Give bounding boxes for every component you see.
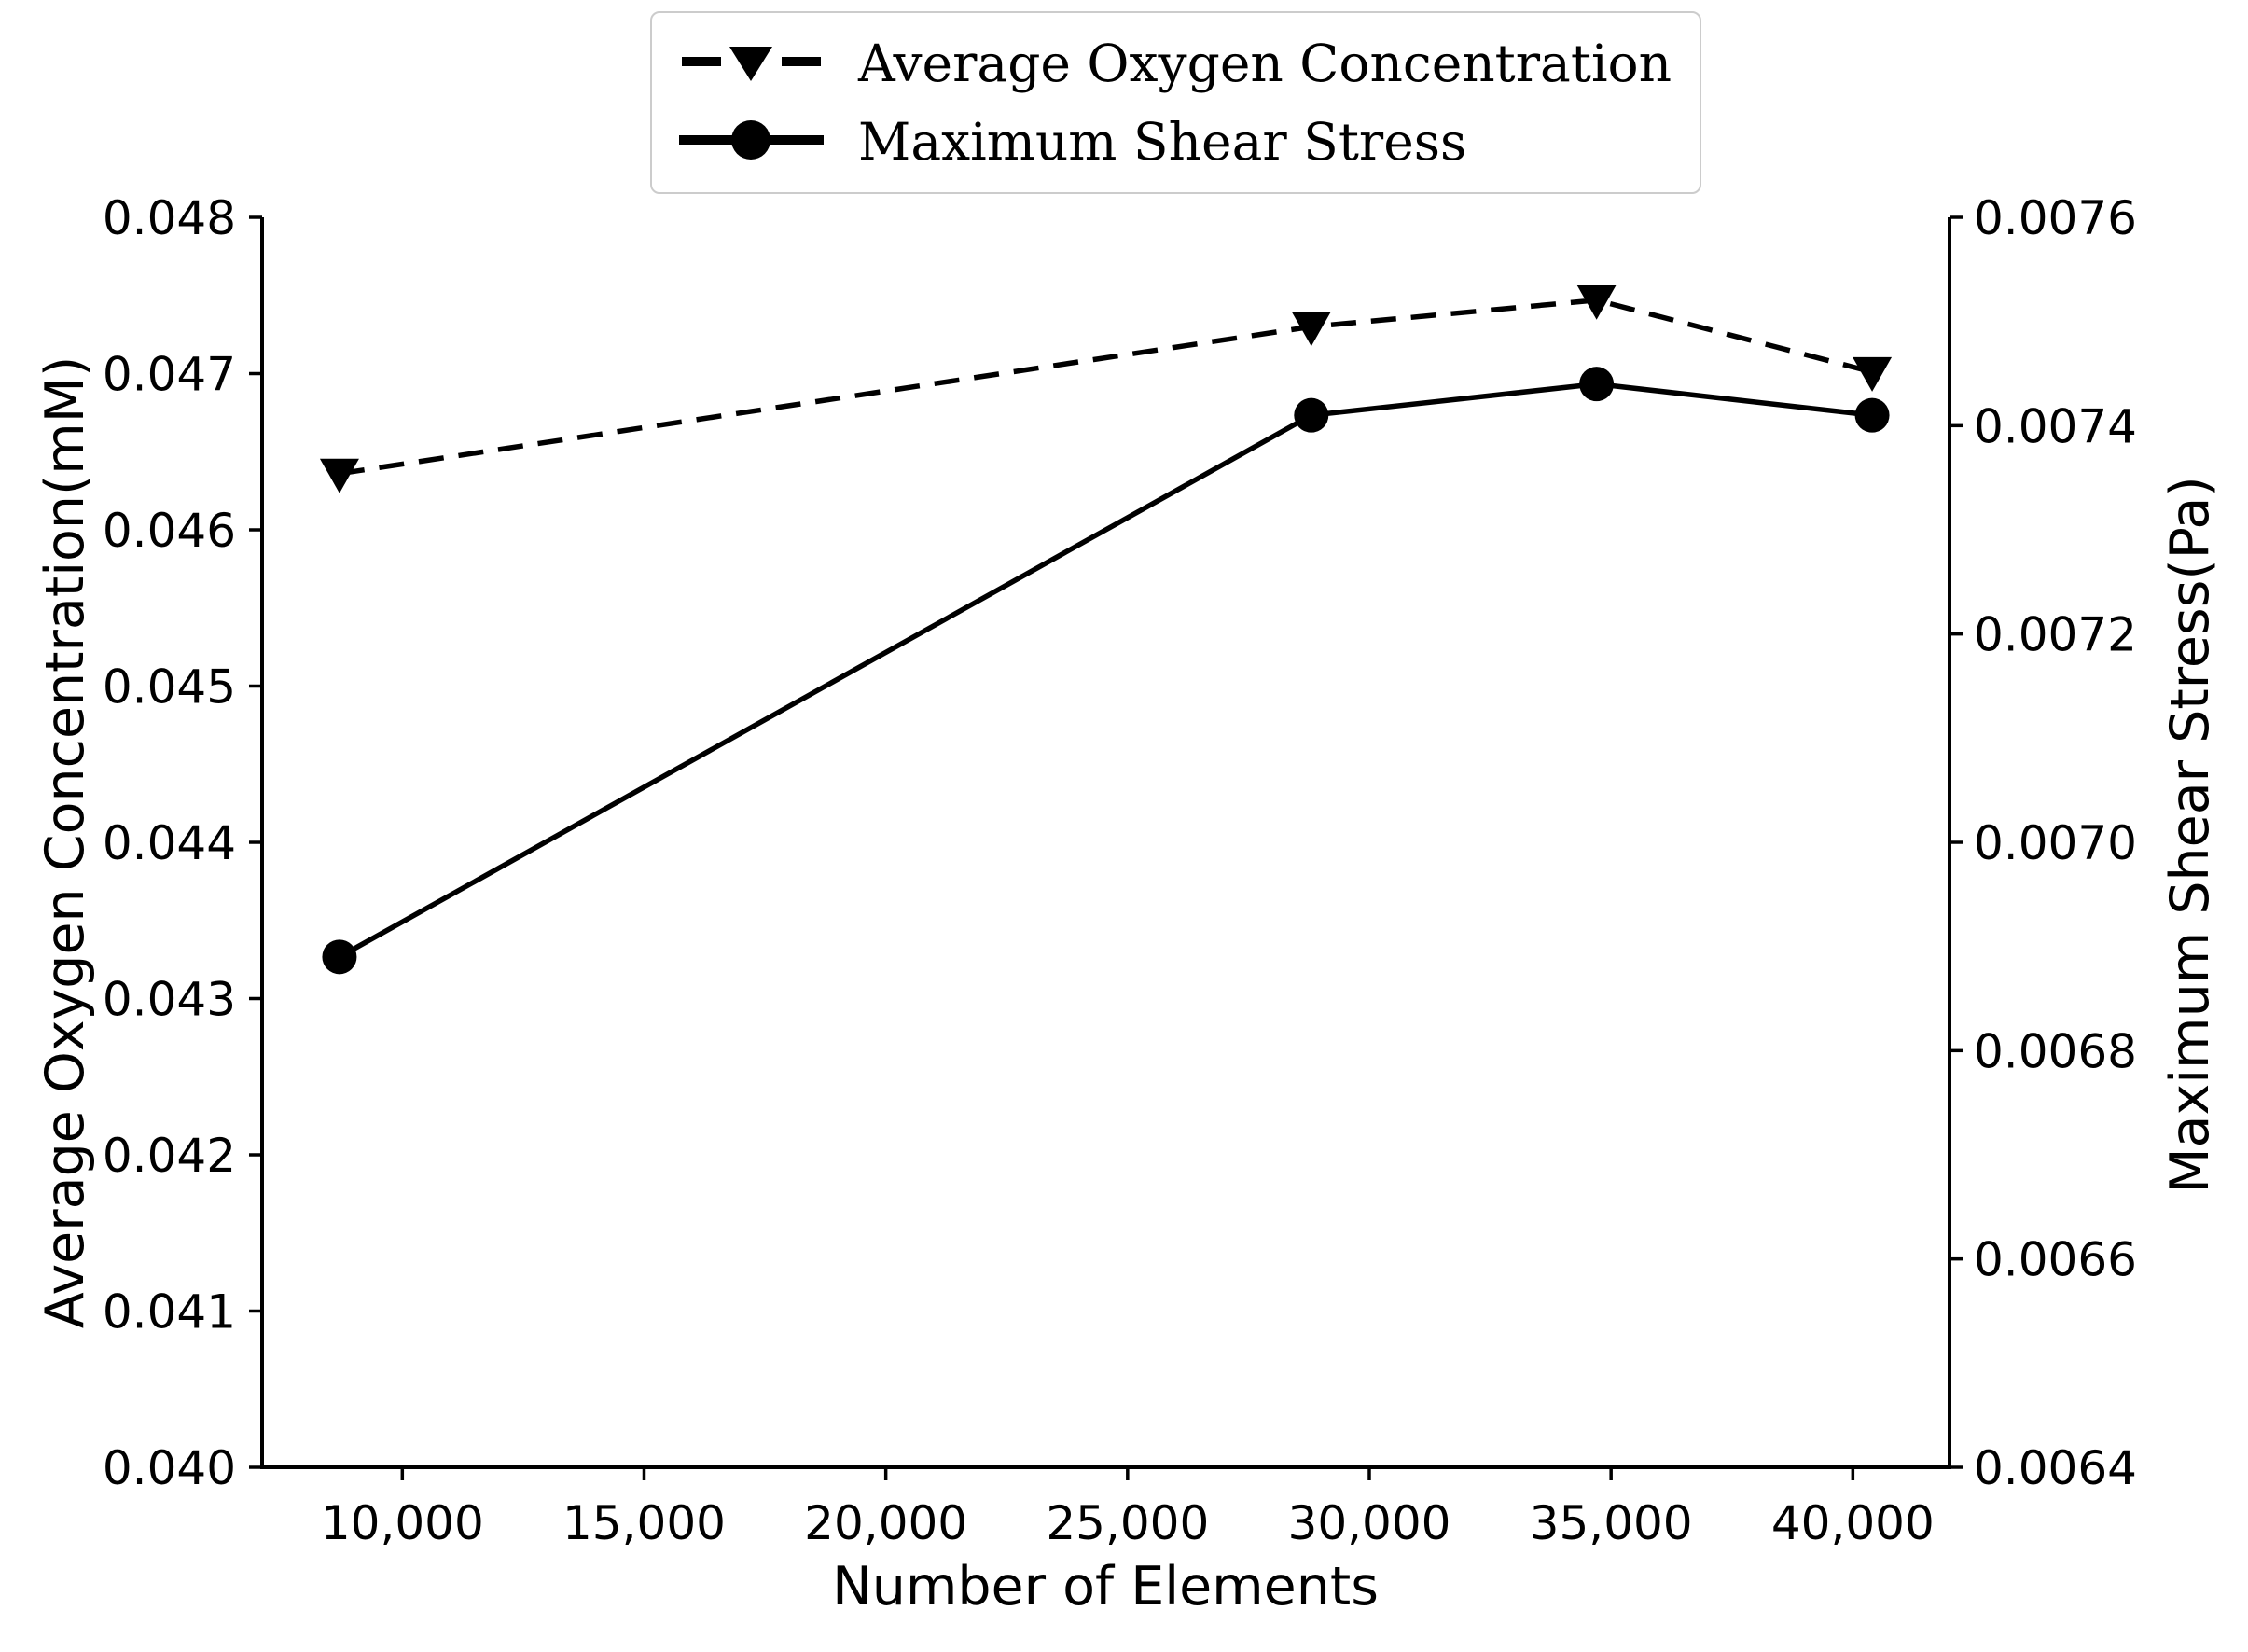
x-tick-label: 25,000	[1046, 1496, 1209, 1550]
y-left-tick-label: 0.046	[103, 504, 236, 558]
y-right-tick-label: 0.0076	[1974, 191, 2137, 245]
y-axis-left-label: Average Oxygen Concentration(mM)	[35, 355, 96, 1329]
data-point-circle	[1854, 397, 1890, 433]
y-right-tick-label: 0.0074	[1974, 399, 2137, 453]
x-tick-label: 40,000	[1771, 1496, 1935, 1550]
x-axis-label: Number of Elements	[832, 1556, 1379, 1617]
y-left-tick-label: 0.044	[103, 816, 236, 870]
y-left-tick-label: 0.045	[103, 660, 236, 715]
series-line-shear	[338, 381, 1873, 960]
solid-circle-marker-icon	[674, 107, 828, 176]
legend-item-shear: Maximum Shear Stress	[674, 104, 1672, 179]
data-point-circle	[322, 939, 357, 975]
data-point-triangle	[319, 458, 359, 493]
legend-label-oxygen: Average Oxygen Concentration	[858, 33, 1672, 93]
x-tick-label: 15,000	[562, 1496, 726, 1550]
y-left-tick-label: 0.042	[103, 1129, 236, 1183]
y-right-tick-label: 0.0064	[1974, 1441, 2137, 1495]
x-tick-label: 30,000	[1288, 1496, 1451, 1550]
data-point-circle	[1579, 367, 1615, 402]
x-tick-label: 10,000	[321, 1496, 484, 1550]
data-point-triangle	[1576, 285, 1617, 320]
x-tick-label: 35,000	[1530, 1496, 1693, 1550]
y-left-tick-label: 0.040	[103, 1441, 236, 1495]
y-left-tick-label: 0.047	[103, 348, 236, 402]
legend: Average Oxygen Concentration Maximum She…	[650, 11, 1702, 194]
y-axis-right-label: Maximum Shear Stress(Pa)	[2159, 476, 2221, 1194]
series-line-oxygen	[339, 297, 1873, 477]
data-point-circle	[1294, 397, 1329, 433]
legend-item-oxygen: Average Oxygen Concentration	[674, 26, 1672, 101]
dashed-triangle-marker-icon	[674, 29, 828, 98]
y-right-tick-label: 0.0070	[1974, 816, 2137, 870]
y-right-tick-label: 0.0066	[1974, 1233, 2137, 1287]
data-point-triangle	[1853, 356, 1893, 392]
y-left-tick-label: 0.043	[103, 973, 236, 1027]
data-point-triangle	[1291, 312, 1331, 347]
y-right-tick-label: 0.0072	[1974, 608, 2137, 662]
legend-label-shear: Maximum Shear Stress	[858, 111, 1467, 172]
x-tick-label: 20,000	[804, 1496, 967, 1550]
y-right-tick-label: 0.0068	[1974, 1024, 2137, 1078]
y-left-tick-label: 0.048	[103, 191, 236, 245]
y-left-tick-label: 0.041	[103, 1285, 236, 1340]
